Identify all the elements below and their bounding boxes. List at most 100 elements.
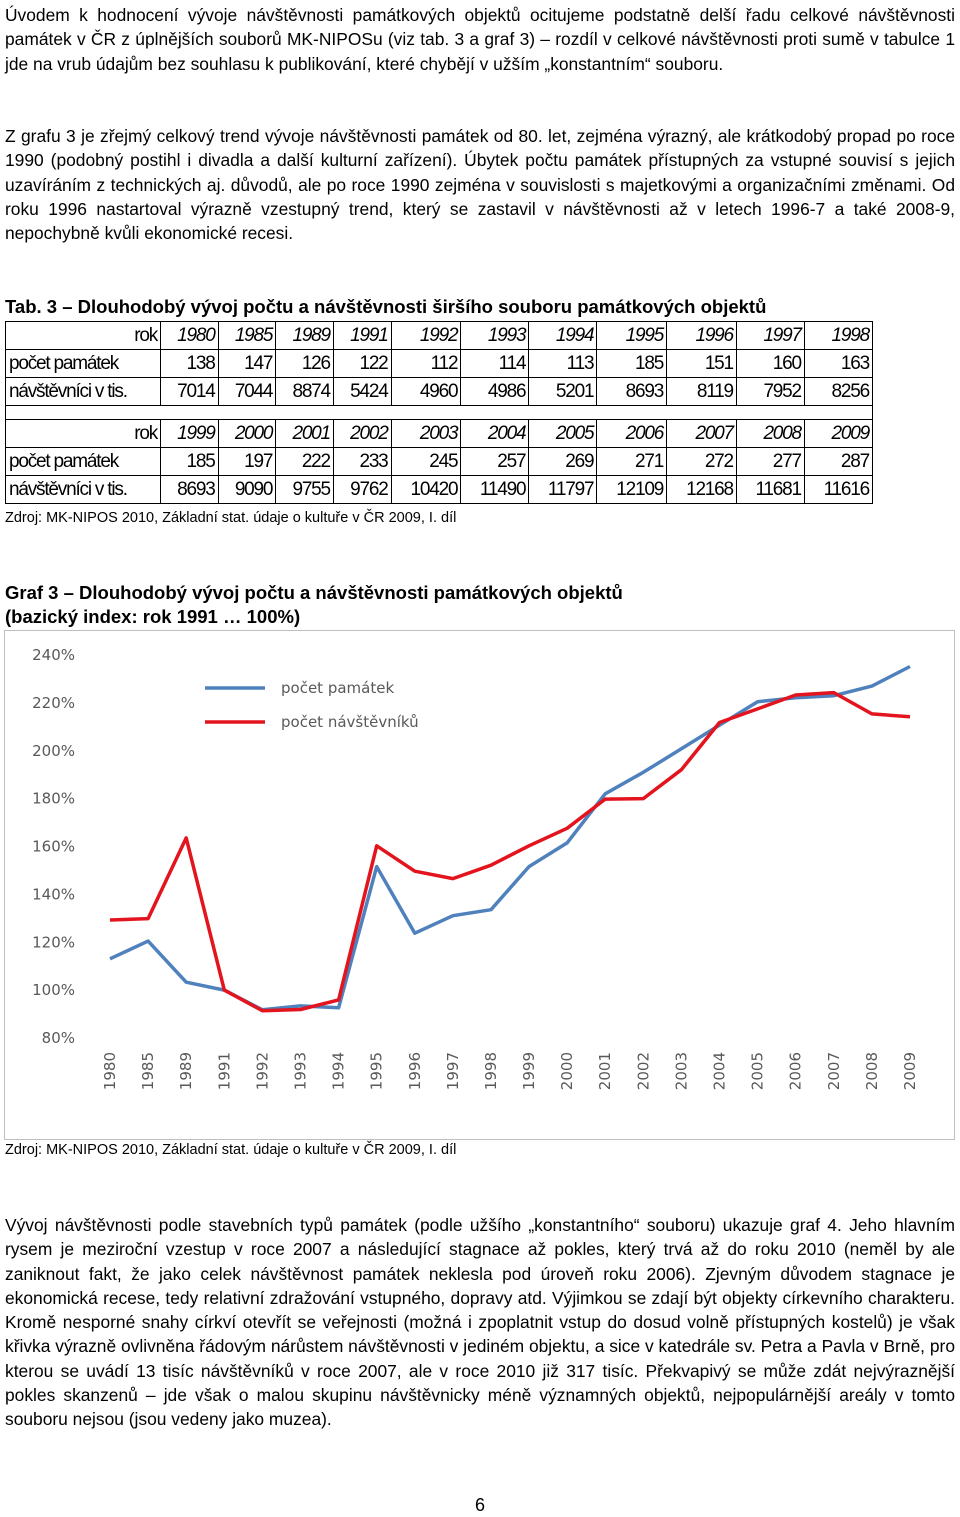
year-cell: 2002 <box>332 419 392 448</box>
value-cell: 197 <box>217 447 277 476</box>
year-cell: 2003 <box>390 419 462 448</box>
value-cell: 257 <box>460 447 530 476</box>
x-tick-label: 2009 <box>901 1052 919 1090</box>
value-cell: 4960 <box>390 377 462 406</box>
data-row: počet památek 185 197 222 233 245 257 269 271 272… <box>5 447 874 476</box>
year-cell: 1991 <box>332 321 392 350</box>
y-tick-label: 160% <box>32 838 75 856</box>
chart-frame: 80% 100% 120% 140% 160% 180% 200% 220% 240% 1980 1… <box>4 630 955 1140</box>
year-cell: 2005 <box>528 419 598 448</box>
value-cell: 8256 <box>803 377 874 406</box>
value-cell: 160 <box>735 349 805 378</box>
value-cell: 8119 <box>666 377 737 406</box>
year-cell: 1997 <box>735 321 805 350</box>
x-tick-label: 1991 <box>215 1052 233 1090</box>
paragraph: Vývoj návštěvnosti podle stavebních typů… <box>5 1215 955 1430</box>
gap-row <box>5 405 873 420</box>
series-line <box>109 664 911 1012</box>
value-cell: 7044 <box>217 377 277 406</box>
value-cell: 233 <box>332 447 392 476</box>
x-tick-label: 1980 <box>101 1052 119 1090</box>
x-tick-label: 1985 <box>139 1052 157 1090</box>
data-row: počet památek 138 147 126 122 112 114 113 185 151… <box>5 349 874 378</box>
value-cell: 4986 <box>460 377 530 406</box>
value-cell: 271 <box>596 447 668 476</box>
value-cell: 11616 <box>803 475 874 504</box>
x-tick-label: 2000 <box>558 1052 576 1090</box>
x-tick-label: 1995 <box>368 1052 386 1090</box>
series-line <box>109 690 911 1013</box>
year-cell: 2006 <box>596 419 668 448</box>
row-label: návštěvníci v tis. <box>5 377 161 406</box>
value-cell: 12168 <box>666 475 737 504</box>
value-cell: 8874 <box>275 377 334 406</box>
value-cell: 11490 <box>460 475 530 504</box>
year-cell: 2001 <box>275 419 334 448</box>
value-cell: 8693 <box>596 377 668 406</box>
header-row: rok 1980 1985 1989 1991 1992 1993 1994 1995 1996 1… <box>5 321 874 350</box>
chart: 80% 100% 120% 140% 160% 180% 200% 220% 240% 1980 1… <box>32 646 919 1090</box>
x-tick-label: 1992 <box>253 1052 271 1090</box>
x-tick-label: 1997 <box>444 1052 462 1090</box>
value-cell: 222 <box>275 447 334 476</box>
graph-caption: (bazický index: rok 1991 … 100%) <box>5 606 301 627</box>
x-tick-label: 2006 <box>787 1052 805 1090</box>
x-tick-label: 1998 <box>482 1052 500 1090</box>
legend-label: počet návštěvníků <box>281 713 419 731</box>
value-cell: 114 <box>460 349 530 378</box>
year-cell: 1995 <box>596 321 668 350</box>
value-cell: 269 <box>528 447 598 476</box>
value-cell: 5424 <box>332 377 392 406</box>
year-cell: 1998 <box>803 321 874 350</box>
value-cell: 163 <box>803 349 874 378</box>
y-tick-label: 200% <box>32 742 75 760</box>
y-tick-label: 240% <box>32 646 75 664</box>
table-source: Zdroj: MK-NIPOS 2010, Základní stat. úda… <box>5 510 457 526</box>
year-cell: 1993 <box>460 321 530 350</box>
value-cell: 5201 <box>528 377 598 406</box>
data-row: návštěvníci v tis. 8693 9090 9755 9762 10420 1… <box>5 475 874 504</box>
value-cell: 277 <box>735 447 805 476</box>
value-cell: 112 <box>390 349 462 378</box>
row-label: počet památek <box>5 447 161 476</box>
page-number: 6 <box>474 1495 485 1515</box>
row-label: návštěvníci v tis. <box>5 475 161 504</box>
year-cell: 1992 <box>390 321 462 350</box>
y-tick-label: 140% <box>32 885 75 903</box>
value-cell: 11681 <box>735 475 805 504</box>
x-tick-label: 1994 <box>330 1052 348 1090</box>
y-tick-label: 180% <box>32 790 75 808</box>
value-cell: 245 <box>390 447 462 476</box>
legend-label: počet památek <box>281 679 394 697</box>
year-cell: 1985 <box>217 321 277 350</box>
value-cell: 11797 <box>528 475 598 504</box>
year-cell: 1994 <box>528 321 598 350</box>
x-tick-label: 1993 <box>291 1052 309 1090</box>
y-tick-label: 220% <box>32 694 75 712</box>
value-cell: 138 <box>160 349 219 378</box>
table-caption: Tab. 3 – Dlouhodobý vývoj počtu a návště… <box>5 296 767 317</box>
x-tick-label: 2002 <box>634 1052 652 1090</box>
year-cell: 2000 <box>217 419 277 448</box>
value-cell: 151 <box>666 349 737 378</box>
value-cell: 185 <box>160 447 219 476</box>
x-tick-label: 2007 <box>825 1052 843 1090</box>
header-row: rok 1999 2000 2001 2002 2003 2004 2005 2006 2007 2… <box>5 419 874 448</box>
year-cell: 2009 <box>803 419 874 448</box>
value-cell: 9090 <box>217 475 277 504</box>
paragraph: Úvodem k hodnocení vývoje návštěvnosti p… <box>5 5 955 74</box>
header-label: rok <box>5 419 161 448</box>
value-cell: 8693 <box>160 475 219 504</box>
year-cell: 2004 <box>460 419 530 448</box>
year-cell: 1989 <box>275 321 334 350</box>
header-label: rok <box>5 321 161 350</box>
value-cell: 7014 <box>160 377 219 406</box>
value-cell: 113 <box>528 349 598 378</box>
x-tick-label: 2001 <box>596 1052 614 1090</box>
y-tick-label: 100% <box>32 981 75 999</box>
value-cell: 272 <box>666 447 737 476</box>
value-cell: 126 <box>275 349 334 378</box>
year-cell: 1996 <box>666 321 737 350</box>
value-cell: 122 <box>332 349 392 378</box>
value-cell: 12109 <box>596 475 668 504</box>
